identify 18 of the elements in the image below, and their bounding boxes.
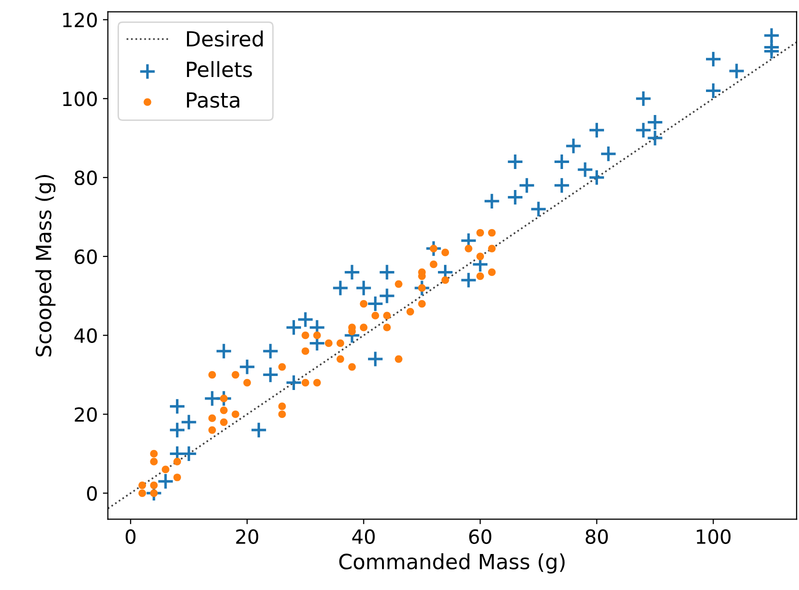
x-tick-label: 100 <box>696 529 731 544</box>
y-tick-label: 120 <box>63 12 97 28</box>
x-tick-label: 60 <box>469 529 492 544</box>
x-tick-label: 20 <box>236 529 258 544</box>
y-tick-label: 40 <box>74 328 97 343</box>
x-axis-title: Commanded Mass (g) <box>339 553 565 574</box>
y-tick-label: 80 <box>74 170 97 186</box>
x-tick-label: 80 <box>586 529 608 544</box>
legend-label: Desired <box>186 30 263 47</box>
y-axis-title: Scooped Mass (g) <box>35 174 56 356</box>
x-tick-label: 0 <box>126 529 136 544</box>
legend-label: Pasta <box>186 92 240 108</box>
x-tick-label: 40 <box>352 529 375 544</box>
legend-label: Pellets <box>186 61 252 78</box>
y-tick-label: 20 <box>74 407 97 422</box>
y-tick-label: 100 <box>63 92 97 106</box>
y-tick-label: 0 <box>87 486 97 501</box>
y-tick-label: 60 <box>74 249 97 264</box>
